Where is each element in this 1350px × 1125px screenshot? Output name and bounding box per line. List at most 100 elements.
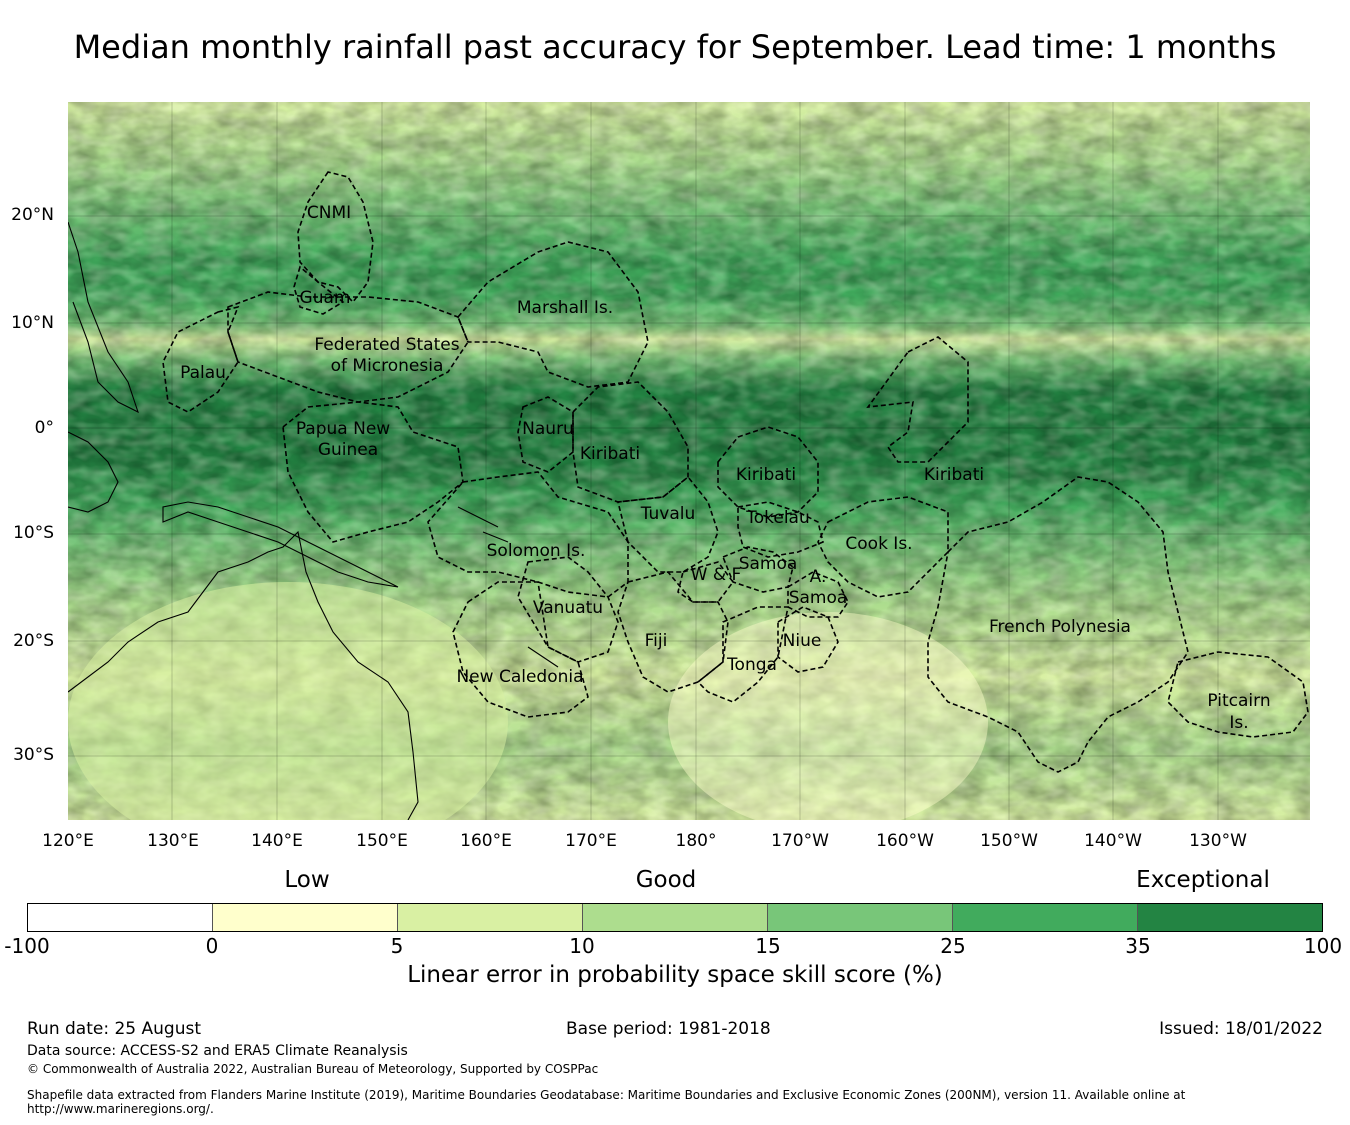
colorbar-segment bbox=[953, 904, 1138, 931]
colorbar-segment bbox=[768, 904, 953, 931]
base-period: Base period: 1981-2018 bbox=[566, 1019, 771, 1039]
region-label: Fiji bbox=[645, 631, 668, 651]
legend-low-label: Low bbox=[284, 867, 330, 893]
lon-label-180: 180° bbox=[675, 831, 717, 851]
lat-label-20n: 20°N bbox=[11, 205, 54, 225]
colorbar-segment bbox=[1138, 904, 1322, 931]
region-label: Kiribati bbox=[580, 444, 640, 464]
solomon-islands-coastline bbox=[457, 506, 509, 543]
issued-date: Issued: 18/01/2022 bbox=[1159, 1019, 1323, 1039]
region-label: Kiribati bbox=[736, 465, 796, 485]
region-label: Niue bbox=[783, 631, 822, 651]
lat-label-equator: 0° bbox=[34, 418, 54, 438]
region-label: Solomon Is. bbox=[487, 541, 586, 561]
copyright: © Commonwealth of Australia 2022, Austra… bbox=[27, 1062, 599, 1076]
region-label: Kiribati bbox=[924, 465, 984, 485]
region-label: Tokelau bbox=[745, 508, 810, 528]
region-label: W & F bbox=[691, 565, 742, 585]
marshall-eez bbox=[457, 241, 649, 388]
lon-label-130w: 130°W bbox=[1189, 831, 1247, 851]
region-label: Tonga bbox=[726, 655, 777, 675]
colorbar-segment bbox=[398, 904, 583, 931]
region-label: Guinea bbox=[318, 440, 378, 460]
australia-coastline bbox=[68, 530, 419, 820]
guam-eez bbox=[293, 265, 345, 315]
nauru-eez bbox=[517, 396, 574, 473]
cnmi-eez bbox=[297, 171, 374, 304]
region-label: Nauru bbox=[522, 419, 574, 439]
colorbar-tick: 15 bbox=[755, 934, 781, 958]
region-label: A. bbox=[810, 567, 827, 587]
lon-label-160e: 160°E bbox=[460, 831, 512, 851]
data-source: Data source: ACCESS-S2 and ERA5 Climate … bbox=[27, 1043, 408, 1059]
lat-label-10n: 10°N bbox=[11, 313, 54, 333]
niue-eez bbox=[777, 606, 839, 673]
colorbar-segment bbox=[213, 904, 398, 931]
french-polynesia-eez bbox=[927, 476, 1189, 773]
borneo-coastline bbox=[68, 431, 119, 513]
lon-label-150e: 150°E bbox=[356, 831, 408, 851]
colorbar-tick: 0 bbox=[205, 934, 219, 958]
region-label: Guam bbox=[300, 288, 351, 308]
colorbar-segment bbox=[28, 904, 213, 931]
region-label: New Caledonia bbox=[456, 667, 583, 687]
colorbar-tick: 100 bbox=[1303, 934, 1343, 958]
kiribati-gilbert-eez bbox=[572, 381, 689, 503]
legend-exceptional-label: Exceptional bbox=[1136, 867, 1270, 893]
new-caledonia-coastline bbox=[527, 646, 559, 668]
tonga-eez bbox=[696, 606, 789, 703]
palau-eez bbox=[162, 305, 240, 413]
colorbar-tick: 10 bbox=[569, 934, 595, 958]
colorbar-tick: 25 bbox=[940, 934, 966, 958]
colorbar bbox=[27, 903, 1323, 932]
region-label: French Polynesia bbox=[989, 617, 1131, 637]
region-label: Tuvalu bbox=[640, 504, 696, 524]
wallis-futuna-eez bbox=[677, 561, 734, 603]
fsm-eez bbox=[227, 291, 469, 403]
lon-label-140w: 140°W bbox=[1084, 831, 1142, 851]
lon-label-170e: 170°E bbox=[565, 831, 617, 851]
cook-eez bbox=[817, 496, 949, 598]
lon-label-170w: 170°W bbox=[771, 831, 829, 851]
region-label: Papua New bbox=[296, 419, 390, 439]
region-label: Vanuatu bbox=[533, 598, 603, 618]
colorbar-tick: 35 bbox=[1125, 934, 1151, 958]
fiji-eez bbox=[617, 571, 729, 693]
tuvalu-eez bbox=[617, 475, 719, 573]
shapefile-credit: Shapefile data extracted from Flanders M… bbox=[27, 1088, 1186, 1116]
colorbar-title: Linear error in probability space skill … bbox=[407, 962, 943, 988]
legend-good-label: Good bbox=[635, 867, 697, 893]
new-caledonia-eez bbox=[452, 581, 589, 718]
region-label: of Micronesia bbox=[331, 356, 444, 376]
lon-label-120e: 120°E bbox=[42, 831, 94, 851]
colorbar-segment bbox=[583, 904, 768, 931]
lon-label-150w: 150°W bbox=[980, 831, 1038, 851]
region-label: Cook Is. bbox=[845, 534, 912, 554]
png-eez bbox=[282, 401, 464, 543]
lat-label-20s: 20°S bbox=[13, 631, 54, 651]
lon-label-160w: 160°W bbox=[876, 831, 934, 851]
region-label: Samoa bbox=[739, 554, 798, 574]
region-label: CNMI bbox=[307, 203, 351, 223]
region-label: Marshall Is. bbox=[517, 298, 613, 318]
lon-label-140e: 140°E bbox=[251, 831, 303, 851]
region-label: Samoa bbox=[789, 588, 848, 608]
colorbar-tick: -100 bbox=[4, 934, 50, 958]
lat-label-30s: 30°S bbox=[13, 745, 54, 765]
pitcairn-eez bbox=[1167, 651, 1309, 738]
kiribati-line-eez bbox=[866, 336, 969, 463]
map-title: Median monthly rainfall past accuracy fo… bbox=[73, 28, 1277, 66]
region-label: Palau bbox=[180, 363, 226, 383]
lat-label-10s: 10°S bbox=[13, 523, 54, 543]
vanuatu-eez bbox=[517, 556, 619, 663]
skill-score-map: CNMI Guam Marshall Is. Federated States of M… bbox=[68, 102, 1310, 820]
kiribati-phoenix-eez bbox=[717, 426, 819, 518]
region-label: Federated States bbox=[314, 335, 459, 355]
region-label: Is. bbox=[1229, 713, 1248, 733]
lon-label-130e: 130°E bbox=[147, 831, 199, 851]
american-samoa-eez bbox=[787, 571, 849, 618]
run-date: Run date: 25 August bbox=[27, 1019, 201, 1039]
region-label: Pitcairn bbox=[1207, 691, 1270, 711]
colorbar-tick: 5 bbox=[390, 934, 404, 958]
